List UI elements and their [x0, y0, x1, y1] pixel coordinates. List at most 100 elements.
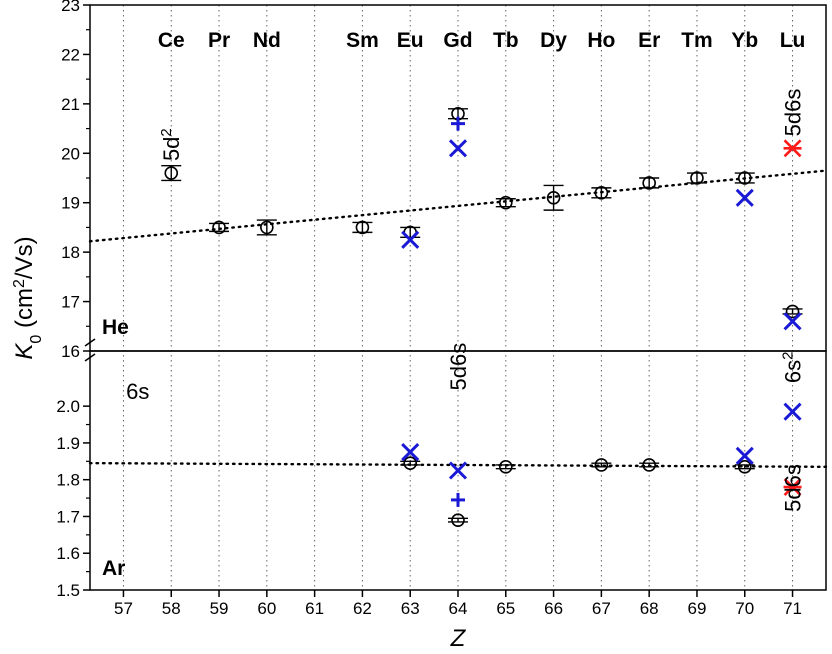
x-tick-label: 71: [783, 599, 802, 618]
x-stroke: [735, 188, 754, 207]
y-tick-label: 1.5: [56, 581, 80, 600]
y-tick-label: 21: [61, 95, 80, 114]
x-tick-label: 68: [640, 599, 659, 618]
annotation-text: 5d6s: [446, 343, 471, 391]
x-tick-label: 66: [544, 599, 563, 618]
y-tick-label: 23: [61, 0, 80, 15]
data-point-star: [783, 139, 802, 158]
annotation-text: 5d2: [158, 128, 185, 161]
annotation-rotated: 5d6s: [781, 464, 806, 512]
y-axis-label-part: /Vs): [11, 236, 38, 279]
y-tick-label: 1.7: [56, 507, 80, 526]
x-tick-label: 62: [353, 599, 372, 618]
data-point-x: [735, 446, 754, 465]
element-label-tb: Tb: [493, 29, 519, 52]
x-tick-label: 58: [162, 599, 181, 618]
y-tick-label: 1.6: [56, 544, 80, 563]
data-point-circle: [403, 456, 418, 470]
y-tick-label: 18: [61, 243, 80, 262]
gas-label-ar: Ar: [102, 557, 125, 580]
data-point-circle: [498, 195, 513, 210]
data-point-x: [783, 402, 802, 421]
element-label-pr: Pr: [208, 29, 230, 52]
x-stroke: [401, 230, 420, 249]
y-axis-label-part: 2: [11, 279, 28, 288]
data-point-circle: [546, 190, 561, 205]
annotation-rotated: 5d6s: [781, 89, 806, 137]
x-tick-label: 59: [210, 599, 229, 618]
data-marks: [161, 106, 803, 527]
axis-break-slash: [84, 338, 96, 347]
axis-break-slash: [84, 353, 96, 362]
y-tick-label: 1.8: [56, 471, 80, 490]
data-point-circle: [164, 166, 179, 180]
data-point-circle: [642, 458, 656, 472]
x-stroke: [448, 139, 468, 158]
x-stroke: [401, 443, 420, 462]
data-point-circle: [212, 220, 226, 235]
annotation-rotated: 6s2: [779, 352, 806, 384]
data-point-circle: [690, 171, 704, 185]
y-tick-label: 2.0: [56, 397, 80, 416]
y-axis-label-group: K0 (cm2/Vs): [11, 236, 45, 359]
element-label-gd: Gd: [443, 29, 472, 52]
y-axis-label-part: 0: [28, 335, 45, 344]
annotation-text: 5d6s: [781, 464, 806, 512]
data-point-plus: [451, 116, 465, 131]
x-tick-label: 65: [496, 599, 515, 618]
annotation-rotated: 5d2: [158, 128, 185, 161]
element-label-er: Er: [638, 29, 660, 52]
labels: 57 58 59 60 61 62 63 64 65 66 67 68 69 70 71 Ce Pr Nd Sm Eu…: [11, 0, 806, 652]
annotation-sup: 2: [779, 352, 796, 360]
x-stroke: [783, 402, 802, 421]
element-label-sm: Sm: [346, 29, 379, 52]
data-point-circle: [594, 186, 609, 200]
annotation-text: 5d6s: [781, 89, 806, 137]
data-point-circle: [260, 220, 274, 235]
annotation-text: 6s2: [779, 352, 806, 384]
data-point-star: [783, 478, 802, 496]
annotation-rotated: 5d6s: [446, 343, 471, 391]
y-tick-label: 1.9: [56, 434, 80, 453]
data-point-x: [401, 230, 420, 249]
y-axis-label-part: (cm: [11, 288, 38, 335]
element-label-nd: Nd: [253, 29, 281, 52]
data-point-circle: [737, 171, 752, 185]
x-tick-label: 67: [592, 599, 611, 618]
y-tick-label: 16: [61, 342, 80, 361]
x-tick-label: 64: [449, 599, 468, 618]
annotation-text: 6s: [126, 379, 149, 404]
x-tick-label: 61: [305, 599, 324, 618]
y-tick-label: 20: [61, 144, 80, 163]
y-tick-label: 17: [61, 293, 80, 312]
y-tick-label: 19: [61, 194, 80, 213]
data-point-circle: [642, 176, 656, 190]
element-label-eu: Eu: [397, 29, 424, 52]
data-point-x: [735, 188, 754, 207]
x-stroke: [735, 446, 754, 465]
annotation-sup: 2: [158, 128, 175, 136]
y-axis-label-part: K: [11, 343, 38, 360]
data-point-circle: [451, 513, 465, 527]
gas-label-he: He: [102, 316, 129, 339]
axis-break: [84, 338, 96, 362]
x-tick-label: 60: [257, 599, 276, 618]
data-point-plus: [451, 492, 465, 507]
x-tick-label: 57: [114, 599, 133, 618]
element-label-dy: Dy: [540, 29, 567, 52]
data-point-circle: [355, 220, 370, 235]
element-label-ce: Ce: [158, 29, 185, 52]
element-label-tm: Tm: [681, 29, 713, 52]
element-label-yb: Yb: [731, 29, 758, 52]
x-tick-label: 70: [735, 599, 754, 618]
panel-frame-he: [89, 4, 827, 352]
x-tick-label: 69: [688, 599, 707, 618]
y-tick-label: 22: [61, 45, 80, 64]
trend-line-ar: [88, 461, 828, 469]
data-point-circle: [594, 458, 609, 472]
axis-ticks: [83, 4, 794, 597]
data-point-circle: [498, 460, 513, 474]
data-point-circle: [737, 460, 752, 474]
data-point-circle: [785, 304, 800, 319]
